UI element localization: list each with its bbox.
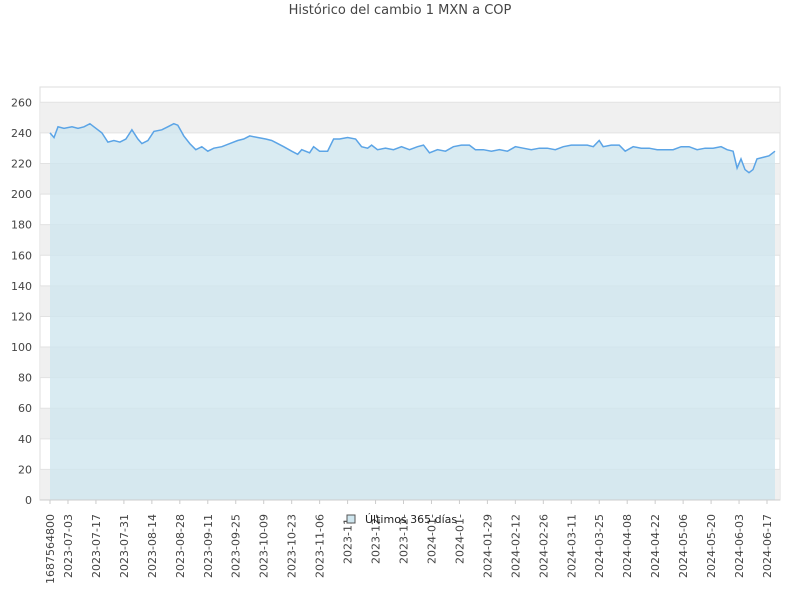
y-tick-label: 0 <box>25 494 32 507</box>
x-tick-label: 2024-03-11 <box>565 514 578 578</box>
x-tick-label: 2024-04-08 <box>621 514 634 578</box>
legend-swatch <box>346 514 356 524</box>
y-tick-label: 180 <box>11 219 32 232</box>
legend-label: Últimos 365 días <box>365 513 457 526</box>
x-tick-label: 2023-11-06 <box>314 514 327 578</box>
y-tick-label: 60 <box>18 402 32 415</box>
chart-title: Histórico del cambio 1 MXN a COP <box>288 3 512 18</box>
x-tick-label: 2023-09-11 <box>202 514 215 578</box>
x-tick-label: 2023-10-23 <box>286 514 299 578</box>
x-tick-label: 2023-10-09 <box>258 514 271 578</box>
x-tick-label: 2024-01- <box>426 514 439 564</box>
x-tick-label: 2023-12- <box>398 514 411 564</box>
x-tick-label: 2024-06-17 <box>761 514 774 578</box>
x-tick-label: 2023-07-17 <box>90 514 103 578</box>
x-tick-label: 2023-12- <box>370 514 383 564</box>
series-line <box>49 122 776 174</box>
x-axis: 1687564800 2023-07-03 2023-07-17 2023-07-31… <box>44 500 774 584</box>
y-tick-label: 100 <box>11 341 32 354</box>
x-tick-label: 2024-02-26 <box>537 514 550 578</box>
y-tick-label: 80 <box>18 372 32 385</box>
x-tick-label: 2024-05-06 <box>677 514 690 578</box>
y-tick-label: 260 <box>11 96 32 109</box>
x-tick-label: 2023-08-28 <box>174 514 187 578</box>
x-tick-label: 2024-06-03 <box>733 514 746 578</box>
x-tick-label: 2023-09-25 <box>230 514 243 578</box>
x-tick-label: 1687564800 <box>44 514 57 584</box>
y-tick-label: 200 <box>11 188 32 201</box>
area-fill <box>50 123 775 500</box>
x-tick-label: 2024-01- <box>453 514 466 564</box>
y-tick-label: 140 <box>11 280 32 293</box>
x-tick-label: 2024-01-29 <box>481 514 494 578</box>
y-tick-label: 220 <box>11 157 32 170</box>
y-tick-label: 120 <box>11 310 32 323</box>
y-tick-label: 40 <box>18 433 32 446</box>
y-axis: 0 20 40 60 80 100 120 140 160 180 200 220 240 260 <box>11 96 32 507</box>
x-tick-label: 2024-02-12 <box>509 514 522 578</box>
x-tick-label: 2024-03-25 <box>593 514 606 578</box>
y-tick-label: 160 <box>11 249 32 262</box>
x-tick-label: 2023-08-14 <box>146 514 159 578</box>
x-tick-label: 2023-11- <box>342 514 355 564</box>
x-tick-label: 2024-05-20 <box>705 514 718 578</box>
x-tick-label: 2023-07-31 <box>118 514 131 578</box>
y-tick-label: 20 <box>18 463 32 476</box>
x-tick-label: 2024-04-22 <box>649 514 662 578</box>
legend: Últimos 365 días <box>346 513 457 526</box>
x-tick-label: 2023-07-03 <box>62 514 75 578</box>
y-tick-label: 240 <box>11 127 32 140</box>
grid-band <box>41 102 779 133</box>
